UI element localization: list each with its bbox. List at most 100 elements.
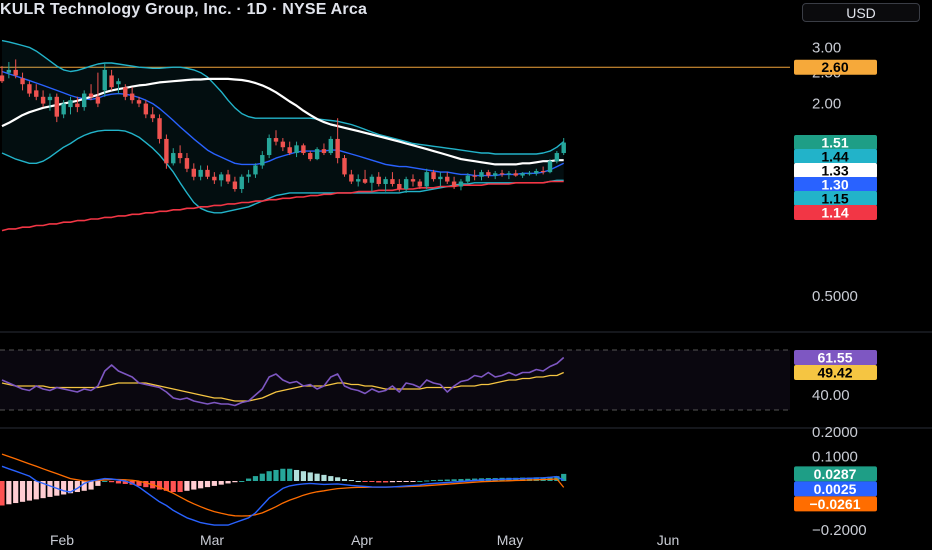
candle [397, 183, 402, 190]
rsi-badge-label: 61.55 [817, 350, 852, 366]
macd-histogram-bar [383, 481, 389, 483]
candle [356, 179, 361, 182]
candle [424, 172, 429, 187]
candle [369, 176, 375, 183]
macd-badge: −0.0261 [794, 496, 877, 512]
candle [438, 176, 443, 180]
macd-axis-tick: 0.1000 [812, 449, 858, 466]
macd-histogram-bar [211, 481, 217, 486]
candle [362, 179, 368, 183]
macd-badge-bg [794, 496, 877, 512]
price-badge-bg [794, 163, 877, 179]
price-badge-label: 1.15 [821, 191, 848, 207]
rsi-axis-tick: 40.00 [812, 387, 850, 404]
macd-histogram-bar [376, 481, 382, 483]
macd-line [1, 465, 565, 526]
macd-histogram-bar [396, 481, 402, 482]
candle [6, 69, 12, 73]
macd-histogram-bar [163, 481, 169, 491]
candle [253, 165, 258, 175]
candle [301, 145, 306, 154]
price-badge-label: 1.33 [821, 163, 848, 179]
candle [527, 173, 532, 175]
rsi-badge-bg [794, 350, 877, 365]
price-badge-bg [794, 135, 877, 151]
candle [95, 96, 101, 104]
macd-badge-label: 0.0025 [814, 481, 857, 497]
candle [520, 173, 525, 176]
currency-button[interactable]: USD [802, 3, 920, 22]
macd-histogram-bar [410, 481, 416, 482]
macd-histogram-bar [561, 473, 567, 481]
macd-histogram-bar [109, 481, 115, 483]
time-axis-tick: Mar [200, 532, 224, 548]
price-axis-tick: 3.00 [812, 39, 841, 56]
price-axis-tick: 0.5000 [812, 288, 858, 305]
macd-histogram-bar [184, 481, 190, 491]
price-badge-bg [794, 177, 877, 193]
candle [349, 174, 354, 182]
candle [212, 176, 217, 181]
macd-histogram-bar [293, 469, 300, 481]
price-badge-label: 1.14 [821, 205, 848, 221]
candle [34, 90, 39, 97]
rsi-line [1, 356, 565, 407]
macd-histogram-bar [362, 481, 368, 482]
macd-histogram-bar [280, 468, 286, 481]
candle [164, 138, 169, 164]
candle [13, 69, 18, 76]
candle [239, 176, 244, 190]
macd-axis-tick: 0.2000 [812, 424, 858, 441]
macd-histogram-bar [465, 478, 471, 481]
price-badge-bg [794, 149, 877, 165]
macd-histogram-bar [328, 476, 334, 481]
time-axis-tick: Apr [351, 532, 373, 548]
macd-histogram-bar [40, 481, 46, 499]
macd-histogram-bar [369, 481, 375, 482]
candle [246, 174, 251, 177]
candle [280, 141, 286, 148]
macd-badge: 0.0287 [794, 466, 877, 482]
candle [205, 169, 210, 177]
macd-histogram-bar [266, 471, 272, 481]
candle [506, 173, 512, 175]
candle [410, 179, 416, 182]
price-badge-bg [794, 205, 877, 221]
candle [225, 174, 231, 182]
macd-histogram-bar [191, 481, 197, 490]
price-badge: 1.33 [794, 163, 877, 179]
candle [479, 172, 484, 177]
candle [102, 69, 107, 91]
macd-histogram-bar [451, 479, 457, 481]
candle [465, 175, 470, 182]
candle [27, 84, 32, 94]
macd-histogram-bar [424, 480, 430, 482]
candle [260, 155, 265, 166]
candle [486, 172, 491, 176]
price-badge: 1.15 [794, 191, 877, 207]
ma-red-line [1, 180, 564, 232]
macd-histogram-bar [47, 481, 53, 497]
macd-histogram-bar [417, 481, 423, 482]
macd-histogram-bar [81, 481, 87, 491]
macd-histogram-bar [430, 480, 437, 482]
macd-histogram-bar [321, 474, 327, 481]
candle [273, 138, 279, 142]
candle [458, 181, 464, 187]
price-badge: 1.44 [794, 149, 877, 165]
candle [513, 173, 518, 176]
macd-histogram-bar [472, 478, 478, 481]
macd-badge-bg [794, 466, 877, 482]
candle [417, 181, 423, 187]
candle [20, 78, 25, 85]
macd-histogram-bar [115, 481, 122, 484]
price-badge-label: 1.51 [821, 135, 848, 151]
macd-histogram-bar [348, 480, 354, 482]
macd-histogram-bar [156, 481, 163, 490]
candle [308, 153, 313, 160]
candle [88, 93, 94, 97]
candle [143, 103, 149, 115]
macd-histogram-bar [252, 476, 259, 481]
rsi-badge-label: 49.42 [817, 365, 852, 381]
